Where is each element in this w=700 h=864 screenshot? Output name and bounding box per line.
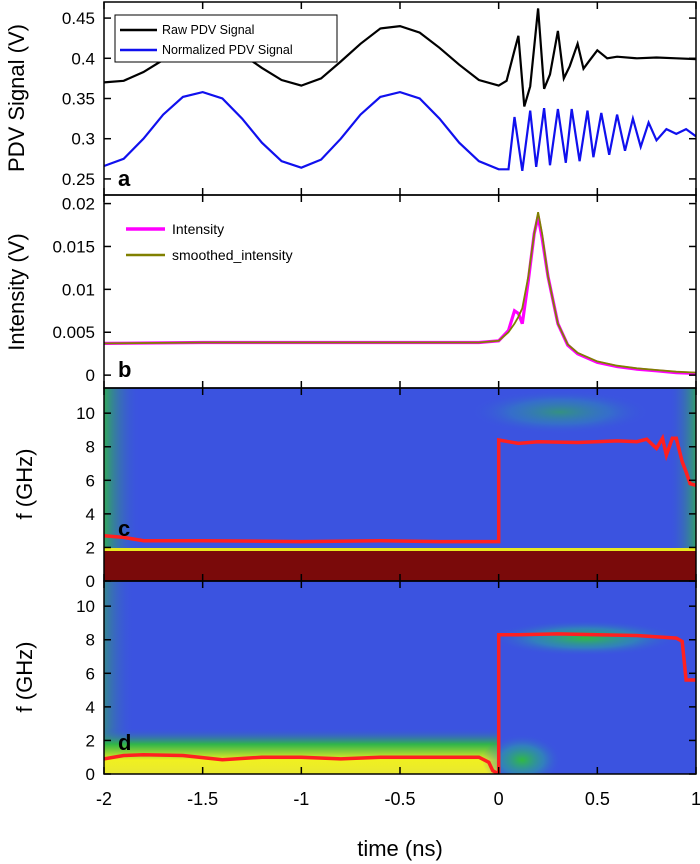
y-tick-label-0-1: 0.3 [71,130,95,149]
series-smoothed-intensity-line [104,212,696,374]
x-tick-label-6: 1 [691,789,700,809]
y-tick-label-1-1: 0.005 [52,323,95,342]
y-tick-label-3-1: 2 [86,731,95,750]
y-axis-title-a: PDV Signal (V) [4,24,29,172]
y-tick-label-1-2: 0.01 [62,280,95,299]
panel-d: d [104,581,696,774]
y-axis-title-c: f (GHz) [12,449,37,520]
legend-a-label-raw: Raw PDV Signal [162,23,254,37]
x-tick-label-3: -0.5 [384,789,415,809]
x-tick-label-2: -1 [293,789,309,809]
heatmap-c-high-blob [470,390,650,434]
panel-b: Intensity smoothed_intensity b [104,212,696,382]
legend-a-label-normalized: Normalized PDV Signal [162,43,293,57]
legend-b: Intensity smoothed_intensity [126,221,293,263]
heatmap-d-high-blob [490,620,680,656]
y-tick-label-3-0: 0 [86,765,95,784]
legend-b-label-smoothed: smoothed_intensity [172,247,293,263]
y-tick-label-3-3: 6 [86,664,95,683]
panel-c: c [104,388,696,581]
y-tick-label-3-4: 8 [86,631,95,650]
heatmap-c-yellow-line [104,548,696,552]
y-tick-label-2-4: 8 [86,438,95,457]
y-tick-label-1-3: 0.015 [52,237,95,256]
legend-a-box [114,14,338,63]
series-normalized-pdv-line [104,90,696,172]
heatmap-d-ridge-line [104,632,696,774]
y-tick-label-3-2: 4 [86,698,95,717]
ticks-layer: 0.25 0.3 0.35 0.4 0.45 0 0.005 0.01 0.015 0.02 0 2 4… [52,2,700,809]
y-tick-label-3-5: 10 [76,597,95,616]
heatmap-d-origin-blob [482,734,562,774]
heatmap-c-ridge-line [104,433,696,544]
y-tick-label-2-0: 0 [86,572,95,591]
x-tick-label-5: 0.5 [585,789,610,809]
heatmap-d-low-band [104,728,498,774]
y-axis-title-d: f (GHz) [12,642,37,713]
y-tick-label-1-4: 0.02 [62,195,95,214]
y-tick-label-0-4: 0.45 [62,9,95,28]
series-intensity-line [104,216,696,375]
x-tick-label-4: 0 [494,789,504,809]
y-tick-label-2-5: 10 [76,404,95,423]
y-tick-label-2-2: 4 [86,505,95,524]
panel-a: Raw PDV Signal Normalized PDV Signal a [104,8,696,191]
panel-a-label: a [118,166,131,191]
x-tick-label-1: -1.5 [187,789,218,809]
y-tick-label-1-0: 0 [86,366,95,385]
panel-b-label: b [118,357,131,382]
x-axis-title: time (ns) [357,836,443,861]
y-axis-title-b: Intensity (V) [4,233,29,350]
y-tick-label-2-1: 2 [86,538,95,557]
legend-a: Raw PDV Signal Normalized PDV Signal [114,14,338,63]
panel-c-label: c [118,516,130,541]
legend-b-label-intensity: Intensity [172,221,224,237]
panel-d-label: d [118,730,131,755]
y-tick-label-2-3: 6 [86,471,95,490]
y-tick-label-0-3: 0.4 [71,49,95,68]
x-tick-label-0: -2 [96,789,112,809]
y-tick-label-0-2: 0.35 [62,90,95,109]
y-tick-label-0-0: 0.25 [62,170,95,189]
